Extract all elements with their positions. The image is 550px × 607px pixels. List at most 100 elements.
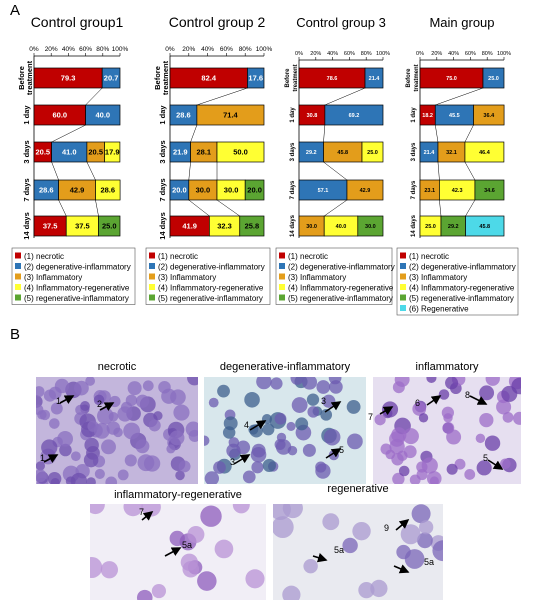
data-label: 25.0 bbox=[102, 222, 117, 231]
data-label: 20.0 bbox=[247, 186, 262, 195]
cell bbox=[36, 386, 45, 398]
cell bbox=[71, 451, 81, 462]
category-label: 1 day bbox=[411, 107, 417, 123]
chart-title: Control group 2 bbox=[169, 14, 266, 30]
category-label: 3 days bbox=[411, 142, 417, 161]
bar-segment bbox=[465, 215, 505, 237]
data-label: 82.4 bbox=[201, 74, 216, 83]
chart-4: Main group 0% 20% 40% 60% 80% 100% Before treatm… bbox=[396, 15, 519, 316]
data-label: 41.9 bbox=[182, 222, 197, 231]
cell bbox=[250, 446, 267, 463]
cell bbox=[416, 469, 428, 481]
cell bbox=[74, 380, 89, 396]
legend-swatch bbox=[15, 273, 21, 280]
bar-segment bbox=[364, 67, 384, 89]
x-tick-label: 80% bbox=[239, 46, 252, 53]
x-tick-label: 60% bbox=[79, 46, 92, 53]
data-label: 17.6 bbox=[248, 74, 263, 83]
x-tick-label: 0% bbox=[295, 51, 303, 57]
x-tick-label: 20% bbox=[310, 51, 321, 57]
cell bbox=[282, 585, 301, 600]
arrow-marker bbox=[487, 459, 504, 470]
legend-swatch bbox=[279, 284, 285, 290]
cell bbox=[476, 460, 492, 476]
bar-segment bbox=[95, 179, 121, 201]
data-label: 42.3 bbox=[452, 188, 463, 194]
data-label: 42.9 bbox=[360, 188, 371, 194]
legend-box bbox=[275, 247, 393, 305]
micrograph-title: degenerative-inflammatory bbox=[220, 361, 351, 373]
cell bbox=[262, 423, 275, 436]
x-tick-label: 80% bbox=[361, 51, 372, 57]
cell bbox=[323, 428, 341, 446]
cell bbox=[100, 561, 119, 579]
bar-segment bbox=[101, 67, 121, 89]
cell bbox=[380, 443, 392, 455]
cell bbox=[262, 458, 276, 473]
data-label: 45.8 bbox=[479, 224, 490, 230]
arrow-marker bbox=[59, 395, 75, 405]
series-connector bbox=[324, 87, 366, 106]
legend-entry: (3) Inflammatory bbox=[288, 273, 346, 282]
cell bbox=[412, 402, 427, 416]
data-label: 25.8 bbox=[245, 222, 260, 231]
x-tick-label: 0% bbox=[416, 51, 424, 57]
cell bbox=[316, 380, 331, 394]
arrow-marker bbox=[43, 454, 59, 464]
bar-segment bbox=[98, 215, 121, 237]
data-label: 78.6 bbox=[327, 76, 338, 82]
series-connector bbox=[435, 124, 439, 143]
cell-label: 8 bbox=[465, 390, 470, 400]
cell-label: 3 bbox=[230, 457, 235, 467]
data-label: 28.6 bbox=[176, 111, 191, 120]
bar-segment bbox=[239, 215, 265, 237]
legend: (1) necrotic (2) degenerative-inflammator… bbox=[396, 247, 519, 316]
legend-entry: (3) Inflammatory bbox=[24, 273, 82, 282]
chart-title: Main group bbox=[429, 15, 494, 30]
data-label: 37.5 bbox=[43, 222, 58, 231]
cell bbox=[270, 377, 283, 390]
data-label: 40.0 bbox=[95, 111, 110, 120]
legend-swatch bbox=[15, 294, 21, 301]
legend-box bbox=[396, 247, 519, 316]
micrograph-title: inflammatory bbox=[416, 361, 479, 373]
x-tick-label: 0% bbox=[165, 46, 175, 53]
category-label: 1 day bbox=[290, 107, 296, 123]
x-tick-label: 20% bbox=[45, 46, 58, 53]
cell bbox=[200, 505, 222, 527]
cell bbox=[329, 380, 343, 394]
cell-label: 6 bbox=[415, 398, 420, 408]
cell bbox=[445, 377, 459, 390]
legend-swatch bbox=[279, 252, 285, 259]
data-label: 20.0 bbox=[172, 186, 187, 195]
cell bbox=[108, 411, 119, 422]
category-label: 14 days bbox=[290, 214, 296, 237]
legend-entry: (6) Regenerative bbox=[409, 305, 469, 314]
series-connector bbox=[464, 124, 474, 143]
cell bbox=[511, 377, 521, 395]
cell bbox=[273, 516, 294, 539]
cell bbox=[464, 469, 476, 480]
bar-segment bbox=[85, 104, 121, 126]
legend-swatch bbox=[279, 294, 285, 301]
x-tick-label: 100% bbox=[112, 46, 129, 53]
series-connector bbox=[58, 199, 67, 217]
cell bbox=[302, 377, 318, 390]
cell bbox=[396, 544, 411, 560]
data-label: 45.8 bbox=[337, 150, 348, 156]
cell-label: 5a bbox=[182, 540, 192, 550]
data-label: 50.0 bbox=[233, 148, 248, 157]
cell bbox=[204, 435, 210, 446]
data-label: 20.7 bbox=[104, 74, 119, 83]
data-label: 42.9 bbox=[70, 186, 85, 195]
cell bbox=[123, 504, 143, 517]
series-connector bbox=[464, 161, 476, 181]
cell bbox=[251, 461, 264, 474]
cell-label: 1 bbox=[56, 396, 61, 406]
cell bbox=[70, 472, 88, 484]
cell bbox=[429, 476, 439, 484]
cell bbox=[117, 469, 129, 481]
cell bbox=[84, 437, 99, 453]
cell bbox=[358, 582, 375, 599]
